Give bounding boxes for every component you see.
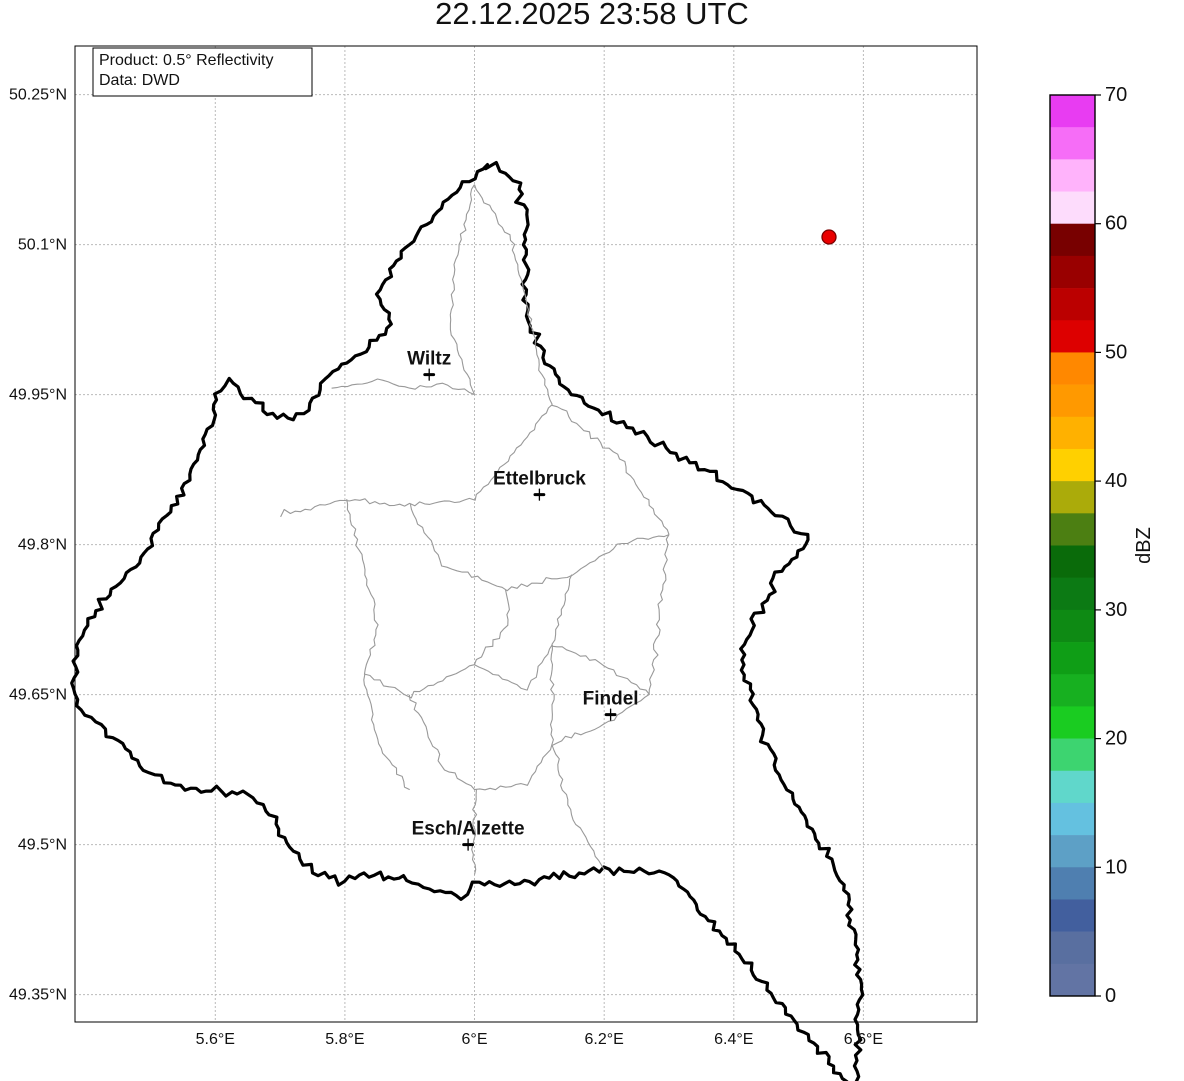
svg-text:5.8°E: 5.8°E <box>325 1031 364 1048</box>
svg-text:49.65°N: 49.65°N <box>9 687 67 704</box>
svg-text:5.6°E: 5.6°E <box>196 1031 235 1048</box>
svg-text:6.6°E: 6.6°E <box>844 1031 883 1048</box>
svg-text:6.4°E: 6.4°E <box>714 1031 753 1048</box>
svg-text:49.35°N: 49.35°N <box>9 987 67 1004</box>
svg-text:49.5°N: 49.5°N <box>18 837 67 854</box>
svg-text:Esch/Alzette: Esch/Alzette <box>412 819 525 840</box>
svg-text:10: 10 <box>1105 856 1127 878</box>
svg-text:50.1°N: 50.1°N <box>18 237 67 254</box>
svg-text:0: 0 <box>1105 985 1116 1007</box>
svg-text:20: 20 <box>1105 728 1127 750</box>
svg-text:49.95°N: 49.95°N <box>9 387 67 404</box>
svg-text:40: 40 <box>1105 470 1127 492</box>
svg-text:Ettelbruck: Ettelbruck <box>493 469 586 490</box>
svg-text:70: 70 <box>1105 84 1127 106</box>
svg-text:50: 50 <box>1105 341 1127 363</box>
svg-text:49.8°N: 49.8°N <box>18 537 67 554</box>
svg-text:Product: 0.5° Reflectivity: Product: 0.5° Reflectivity <box>99 52 273 69</box>
svg-text:30: 30 <box>1105 599 1127 621</box>
svg-text:50.25°N: 50.25°N <box>9 87 67 104</box>
svg-text:dBZ: dBZ <box>1133 527 1155 564</box>
svg-text:6.2°E: 6.2°E <box>585 1031 624 1048</box>
svg-text:Findel: Findel <box>583 689 639 710</box>
svg-text:6°E: 6°E <box>462 1031 488 1048</box>
svg-text:60: 60 <box>1105 213 1127 235</box>
svg-text:Wiltz: Wiltz <box>407 349 451 370</box>
svg-text:Data: DWD: Data: DWD <box>99 72 180 89</box>
